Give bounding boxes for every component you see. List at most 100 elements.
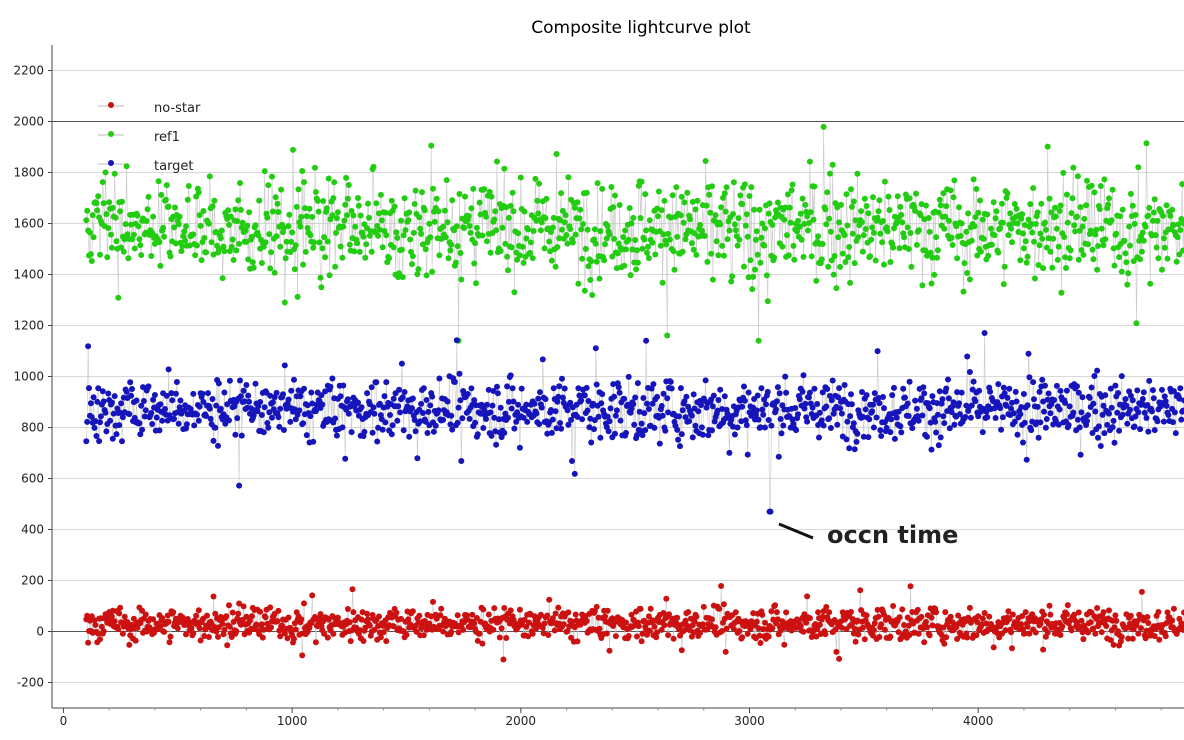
data-point-target bbox=[569, 458, 575, 464]
data-point-target bbox=[581, 392, 588, 399]
data-point-no-star bbox=[555, 604, 562, 611]
data-point-ref1 bbox=[405, 217, 412, 224]
data-point-ref1 bbox=[736, 236, 743, 243]
data-point-no-star bbox=[274, 618, 281, 625]
data-point-ref1 bbox=[1167, 212, 1174, 219]
data-point-target bbox=[1127, 392, 1134, 399]
data-point-ref1 bbox=[352, 223, 359, 230]
data-point-target bbox=[624, 401, 631, 408]
data-point-ref1 bbox=[1145, 212, 1152, 219]
data-point-target bbox=[484, 401, 490, 408]
data-point-ref1 bbox=[289, 229, 296, 236]
data-point-ref1 bbox=[953, 223, 960, 230]
data-point-ref1 bbox=[333, 229, 339, 236]
data-point-target bbox=[1036, 388, 1043, 395]
data-point-target bbox=[945, 376, 951, 383]
data-point-ref1 bbox=[303, 213, 310, 220]
data-point-target bbox=[448, 412, 455, 419]
data-point-no-star bbox=[229, 609, 236, 616]
data-point-no-star bbox=[924, 624, 930, 631]
data-point-no-star bbox=[800, 628, 807, 635]
data-point-ref1 bbox=[580, 221, 586, 227]
data-point-ref1 bbox=[690, 246, 697, 253]
data-point-target bbox=[156, 427, 163, 434]
data-point-ref1 bbox=[1090, 256, 1097, 263]
data-point-ref1 bbox=[881, 261, 887, 268]
data-point-ref1 bbox=[178, 248, 185, 255]
data-point-ref1 bbox=[908, 263, 915, 270]
x-tick-label: 1000 bbox=[277, 714, 308, 728]
data-point-ref1 bbox=[956, 204, 962, 211]
data-point-no-star bbox=[905, 622, 912, 629]
data-point-target bbox=[168, 390, 175, 397]
data-point-ref1 bbox=[958, 220, 965, 227]
data-point-ref1 bbox=[664, 332, 671, 339]
data-point-target bbox=[1011, 418, 1018, 425]
data-point-no-star bbox=[226, 602, 232, 609]
data-point-ref1 bbox=[951, 177, 958, 184]
data-point-ref1 bbox=[383, 232, 390, 239]
data-point-target bbox=[641, 410, 648, 417]
data-point-ref1 bbox=[971, 223, 978, 230]
data-point-ref1 bbox=[1049, 264, 1056, 271]
data-point-target bbox=[649, 400, 656, 407]
data-point-target bbox=[301, 385, 307, 392]
data-point-ref1 bbox=[294, 293, 301, 300]
data-point-target bbox=[1099, 411, 1106, 418]
data-point-ref1 bbox=[477, 211, 484, 218]
data-point-ref1 bbox=[689, 198, 696, 205]
data-point-ref1 bbox=[565, 174, 572, 181]
data-point-no-star bbox=[979, 615, 986, 622]
data-point-ref1 bbox=[979, 216, 986, 223]
data-point-ref1 bbox=[739, 201, 746, 208]
data-point-ref1 bbox=[1164, 255, 1171, 262]
data-point-target bbox=[1115, 390, 1122, 396]
data-point-ref1 bbox=[1131, 220, 1138, 227]
data-point-ref1 bbox=[144, 206, 151, 213]
data-point-target bbox=[252, 380, 259, 387]
data-point-ref1 bbox=[633, 266, 640, 273]
data-point-no-star bbox=[901, 622, 908, 628]
data-point-ref1 bbox=[348, 208, 355, 214]
data-point-ref1 bbox=[1008, 225, 1015, 232]
data-point-ref1 bbox=[940, 190, 947, 197]
data-point-no-star bbox=[1170, 605, 1177, 612]
series-points-target bbox=[83, 330, 1184, 515]
data-point-target bbox=[758, 385, 765, 392]
data-point-no-star bbox=[1145, 620, 1152, 626]
data-point-ref1 bbox=[608, 184, 615, 190]
data-point-ref1 bbox=[649, 239, 656, 246]
data-point-target bbox=[829, 377, 836, 384]
data-point-ref1 bbox=[913, 241, 920, 248]
data-point-ref1 bbox=[310, 244, 317, 251]
data-point-no-star bbox=[646, 627, 653, 634]
data-point-no-star bbox=[666, 611, 672, 618]
data-point-no-star bbox=[240, 603, 247, 610]
x-tick-label: 3000 bbox=[734, 714, 765, 728]
data-point-target bbox=[826, 415, 833, 422]
data-point-target bbox=[617, 417, 624, 424]
data-point-ref1 bbox=[1116, 254, 1123, 261]
data-point-ref1 bbox=[680, 219, 687, 226]
data-point-ref1 bbox=[667, 214, 674, 221]
data-point-ref1 bbox=[345, 182, 352, 188]
data-point-target bbox=[398, 360, 405, 367]
data-point-no-star bbox=[943, 634, 950, 641]
data-point-ref1 bbox=[786, 204, 793, 211]
data-point-no-star bbox=[744, 630, 751, 637]
data-point-ref1 bbox=[156, 239, 163, 245]
data-point-ref1 bbox=[258, 260, 265, 266]
data-point-ref1 bbox=[163, 182, 170, 189]
data-point-ref1 bbox=[282, 255, 289, 262]
data-point-ref1 bbox=[925, 215, 932, 221]
data-point-no-star bbox=[732, 609, 739, 616]
data-point-target bbox=[583, 384, 590, 391]
data-point-ref1 bbox=[340, 223, 347, 230]
data-point-target bbox=[436, 375, 443, 382]
data-point-target bbox=[369, 429, 376, 436]
data-point-no-star bbox=[467, 624, 474, 631]
data-point-ref1 bbox=[124, 231, 131, 238]
data-point-target bbox=[968, 402, 975, 409]
data-point-target bbox=[780, 422, 787, 429]
data-point-target bbox=[612, 430, 618, 437]
